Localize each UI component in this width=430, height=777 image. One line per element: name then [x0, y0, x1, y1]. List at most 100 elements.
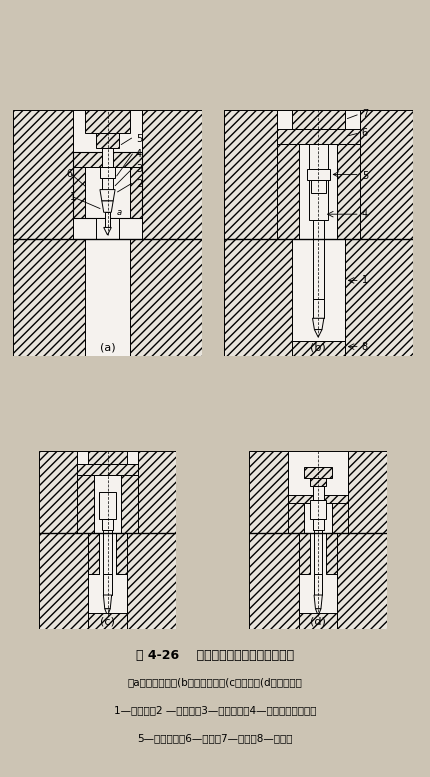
Bar — [292, 341, 345, 356]
Polygon shape — [130, 167, 141, 218]
Text: （a）穿孔开始；(b）穿孔结束；(c）挤压；(d）挤压结束: （a）穿孔开始；(b）穿孔结束；(c）挤压；(d）挤压结束 — [128, 678, 302, 688]
Bar — [310, 180, 326, 193]
Polygon shape — [332, 503, 348, 533]
Bar — [101, 476, 114, 492]
Bar — [299, 533, 310, 574]
Bar — [309, 145, 328, 220]
Polygon shape — [74, 167, 85, 218]
Bar — [307, 169, 329, 180]
Polygon shape — [224, 110, 276, 239]
Bar — [88, 533, 127, 629]
Bar — [88, 533, 99, 574]
Polygon shape — [314, 329, 322, 337]
Polygon shape — [141, 110, 202, 239]
Polygon shape — [299, 613, 338, 629]
Bar — [304, 503, 332, 533]
Polygon shape — [313, 299, 324, 319]
Polygon shape — [338, 533, 387, 629]
Polygon shape — [299, 129, 337, 145]
Polygon shape — [304, 467, 332, 478]
Polygon shape — [96, 133, 119, 148]
Text: 1: 1 — [70, 192, 76, 202]
Bar — [276, 110, 360, 239]
Bar — [299, 533, 338, 629]
Bar — [299, 145, 337, 239]
Polygon shape — [88, 613, 127, 629]
Polygon shape — [348, 451, 387, 533]
Bar — [116, 533, 127, 574]
Polygon shape — [130, 239, 202, 356]
Bar — [100, 167, 115, 178]
Polygon shape — [313, 319, 324, 329]
Text: 4: 4 — [136, 148, 142, 159]
Bar — [104, 212, 111, 228]
Text: (b): (b) — [310, 343, 326, 352]
Polygon shape — [288, 495, 348, 503]
Polygon shape — [292, 341, 345, 356]
Text: (d): (d) — [310, 617, 326, 626]
Bar — [85, 239, 130, 356]
Text: 7: 7 — [362, 109, 368, 119]
Bar — [102, 148, 113, 167]
Bar — [313, 519, 324, 531]
Text: 6: 6 — [66, 169, 72, 179]
Polygon shape — [39, 533, 88, 629]
Polygon shape — [292, 110, 345, 129]
Polygon shape — [314, 574, 322, 595]
Polygon shape — [39, 451, 77, 533]
Bar — [94, 476, 121, 533]
Polygon shape — [13, 239, 85, 356]
Polygon shape — [276, 129, 360, 145]
Polygon shape — [316, 608, 321, 615]
Bar — [313, 220, 324, 299]
Text: (c): (c) — [100, 617, 115, 626]
Text: 8: 8 — [362, 342, 368, 352]
Bar — [292, 239, 345, 356]
Text: 4: 4 — [362, 209, 368, 219]
Polygon shape — [310, 478, 326, 486]
Text: 1: 1 — [362, 275, 368, 285]
Bar — [77, 451, 138, 533]
Bar — [309, 145, 328, 167]
Polygon shape — [74, 152, 141, 167]
Bar — [103, 531, 112, 574]
Text: 5: 5 — [362, 172, 368, 181]
Polygon shape — [103, 595, 112, 608]
Bar — [326, 533, 338, 574]
Text: 5: 5 — [136, 134, 142, 144]
Polygon shape — [105, 608, 110, 615]
Polygon shape — [102, 201, 113, 212]
Polygon shape — [100, 190, 115, 201]
Polygon shape — [116, 533, 127, 574]
Polygon shape — [337, 145, 360, 239]
Polygon shape — [345, 239, 413, 356]
Polygon shape — [224, 239, 292, 356]
Bar — [288, 451, 348, 533]
Polygon shape — [88, 451, 127, 465]
Bar — [313, 486, 324, 500]
Polygon shape — [104, 228, 111, 235]
Text: 5—后定径带；6—坯料；7—针座；8—挤压模: 5—后定径带；6—坯料；7—针座；8—挤压模 — [137, 733, 293, 744]
Bar — [74, 110, 141, 239]
Text: 3: 3 — [136, 164, 142, 174]
Polygon shape — [249, 533, 299, 629]
Polygon shape — [224, 110, 413, 356]
Bar — [314, 531, 322, 574]
Polygon shape — [249, 451, 288, 533]
Polygon shape — [276, 145, 299, 239]
Bar — [99, 492, 116, 519]
Bar — [96, 218, 119, 239]
Text: a: a — [117, 207, 122, 217]
Polygon shape — [288, 503, 304, 533]
Text: 1—导向锥；2 —工作锥；3—前定径带；4—穿孔针工作部分；: 1—导向锥；2 —工作锥；3—前定径带；4—穿孔针工作部分； — [114, 706, 316, 716]
Polygon shape — [103, 574, 112, 595]
Polygon shape — [77, 465, 138, 476]
Polygon shape — [127, 533, 176, 629]
Text: 6: 6 — [362, 128, 368, 138]
Polygon shape — [88, 533, 99, 574]
Bar — [310, 500, 326, 519]
Bar — [102, 519, 113, 531]
Text: 2: 2 — [136, 179, 142, 189]
Polygon shape — [77, 476, 94, 533]
Bar — [85, 167, 130, 218]
